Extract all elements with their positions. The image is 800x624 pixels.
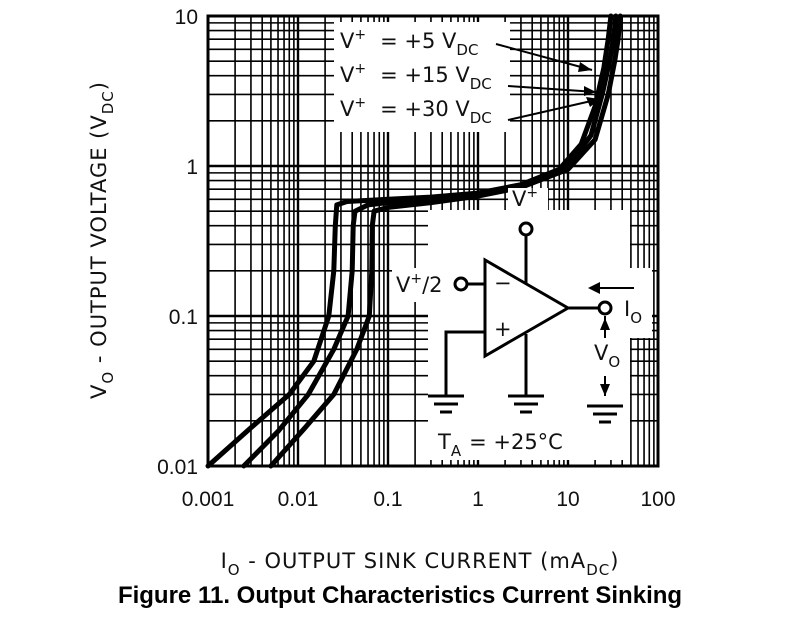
y-tick-label: 0.01	[157, 456, 198, 479]
current-arrowhead	[588, 282, 600, 294]
noninverting-input-sign: +	[494, 317, 512, 341]
input-terminal	[453, 276, 469, 292]
x-tick-label: 0.1	[373, 488, 402, 511]
legend-arrowhead-15v	[584, 86, 596, 96]
ground-icon	[587, 404, 623, 424]
input-bias-label: V+/2	[396, 271, 443, 297]
y-axis-label: VO - OUTPUT VOLTAGE (VDC)	[87, 81, 117, 399]
ground-icon	[508, 394, 544, 414]
y-tick-label: 1	[186, 156, 198, 179]
legend-arrowhead-30v	[586, 97, 600, 107]
series-line-1	[205, 13, 614, 469]
y-tick-label: 10	[175, 6, 198, 29]
figure-caption: Figure 11. Output Characteristics Curren…	[117, 582, 683, 609]
output-voltage-label: VO	[594, 341, 620, 371]
x-tick-label: 1	[472, 488, 484, 511]
ground-icon	[428, 394, 464, 414]
legend: V+ = +5 VDC V+ = +15 VDC V+ = +30 VDC	[334, 22, 601, 132]
test-circuit-inset: V+ − + V+/2 IO	[392, 185, 652, 460]
x-tick-label: 0.001	[182, 488, 235, 511]
tick-labels: 0.001 0.01 0.1 1 10 100 0.01 0.1 1 10	[157, 6, 675, 511]
supply-label: V+	[512, 185, 538, 211]
legend-arrow-15v	[507, 85, 597, 93]
x-tick-label: 0.01	[278, 488, 319, 511]
legend-entry-15v: V+ = +15 VDC	[340, 61, 492, 93]
series-line-2	[241, 13, 619, 469]
plot-frame	[206, 14, 660, 468]
inverting-input-sign: −	[494, 271, 512, 295]
temperature-label: TA = +25°C	[437, 430, 563, 460]
opamp-symbol	[483, 257, 571, 359]
series-line-3	[268, 13, 623, 469]
x-tick-label: 10	[556, 488, 579, 511]
output-current-label: IO	[624, 297, 642, 327]
output-characteristics-chart: 0.001 0.01 0.1 1 10 100 0.01 0.1 1 10 V+ = +5 VDC …	[87, 6, 676, 579]
legend-arrowhead-5v	[578, 62, 592, 72]
legend-entry-30v: V+ = +30 VDC	[340, 95, 492, 127]
series-layer	[205, 13, 623, 469]
x-tick-label: 100	[640, 488, 675, 511]
legend-arrow-30v	[507, 98, 601, 121]
supply-terminal	[518, 221, 534, 237]
y-tick-label: 0.1	[169, 306, 198, 329]
legend-entry-5v: V+ = +5 VDC	[340, 27, 478, 59]
output-terminal	[597, 300, 613, 316]
legend-arrow-5v	[495, 43, 593, 71]
x-axis-label: IO - OUTPUT SINK CURRENT (mADC)	[221, 549, 620, 579]
